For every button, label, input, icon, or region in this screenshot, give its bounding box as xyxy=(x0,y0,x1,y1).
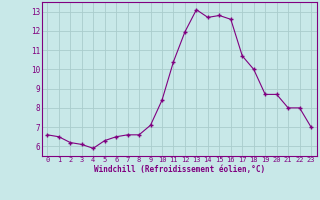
X-axis label: Windchill (Refroidissement éolien,°C): Windchill (Refroidissement éolien,°C) xyxy=(94,165,265,174)
